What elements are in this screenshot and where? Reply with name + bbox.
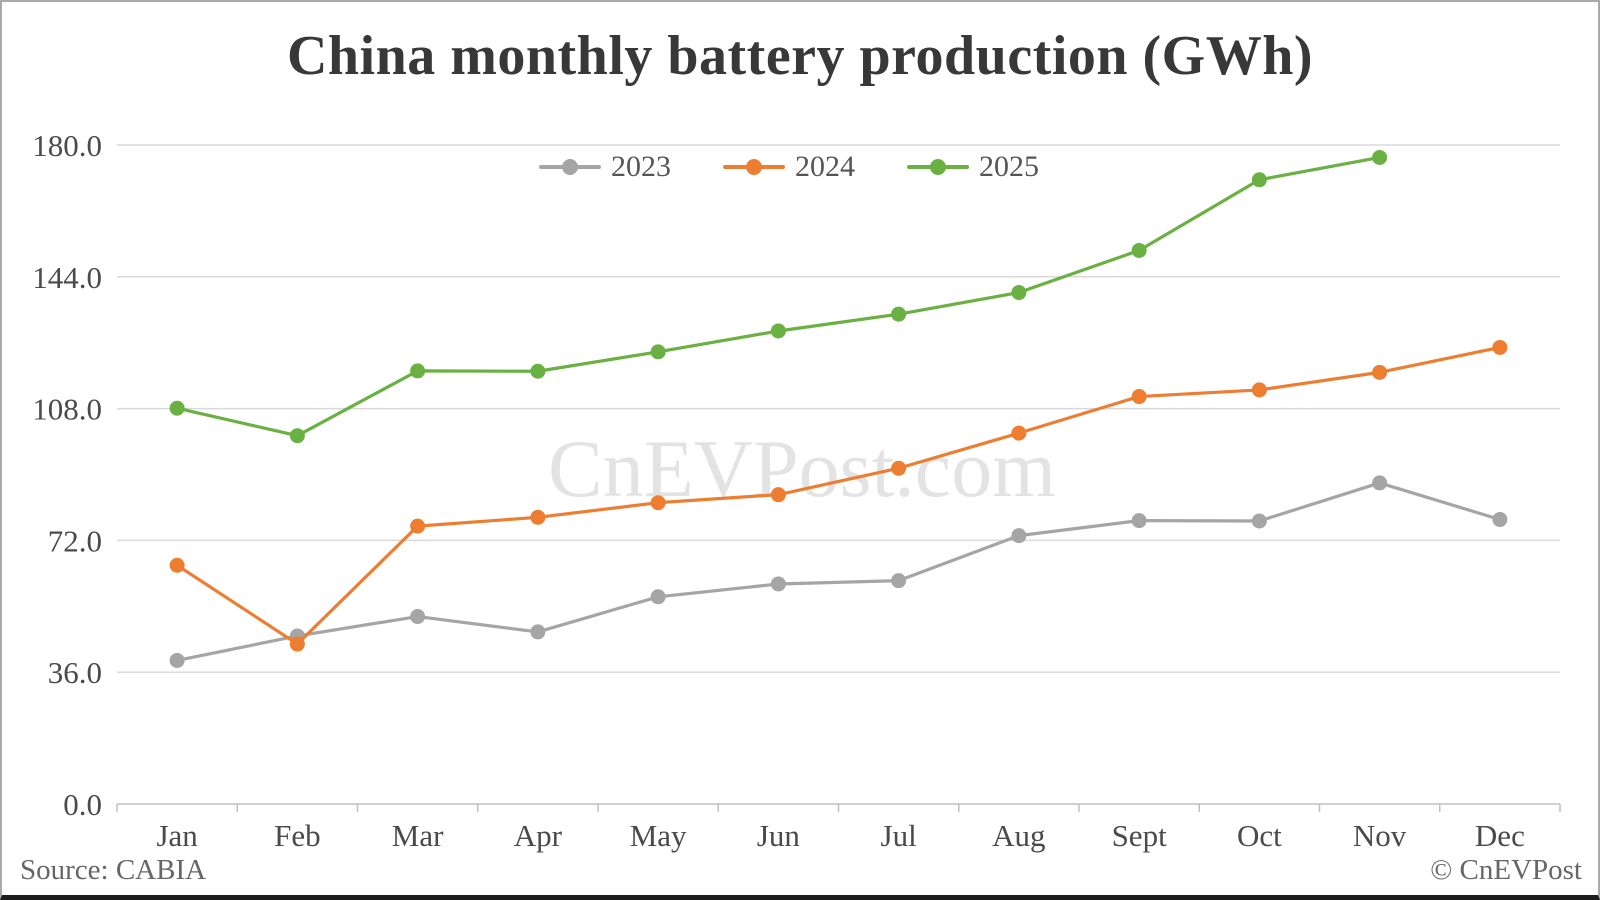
data-point [410,609,426,625]
x-axis-label: Sept [1112,818,1168,853]
series-2025 [169,149,1388,444]
x-axis-label: Oct [1237,818,1282,853]
data-point [650,344,666,360]
legend-label: 2024 [795,150,855,183]
data-point [770,487,786,503]
x-axis-label: Nov [1353,818,1407,853]
data-point [770,323,786,339]
legend-item-2024[interactable]: 2024 [723,152,855,182]
data-point [169,557,185,573]
data-point [650,495,666,511]
legend-dot-icon [746,159,762,175]
data-point [1131,389,1147,405]
data-point [169,400,185,416]
y-axis-label: 180.0 [32,128,102,163]
data-point [289,636,305,652]
data-point [891,460,907,476]
legend-line-icon [907,159,969,175]
data-point [169,652,185,668]
data-point [1131,242,1147,258]
data-point [1011,425,1027,441]
x-axis-label: May [630,818,687,853]
y-axis-label: 144.0 [32,260,102,295]
legend-dot-icon [930,159,946,175]
series-line-2024 [175,345,1502,646]
legend-dot-icon [562,159,578,175]
data-point [891,573,907,589]
data-point [530,624,546,640]
data-point [1011,285,1027,301]
data-point [1372,149,1388,165]
x-axis-label: Jul [881,818,917,853]
source-label: Source: CABIA [20,854,207,886]
data-point [530,363,546,379]
credit-label: © CnEVPost [1430,854,1582,886]
data-point [1492,512,1508,528]
series-layer [169,149,1508,668]
data-point [1251,172,1267,188]
data-point [650,589,666,605]
chart-legend: 2023 2024 2025 [539,152,1039,182]
legend-item-2023[interactable]: 2023 [539,152,671,182]
data-point [1011,528,1027,544]
legend-label: 2023 [611,150,671,183]
x-axis-label: Dec [1475,818,1525,853]
legend-label: 2025 [979,150,1039,183]
data-point [1251,513,1267,529]
data-point [410,518,426,534]
data-point [1131,513,1147,529]
legend-item-2025[interactable]: 2025 [907,152,1039,182]
data-point [530,509,546,525]
y-axis-label: 72.0 [48,523,102,558]
series-2023 [169,475,1508,668]
data-point [410,363,426,379]
data-point [1372,364,1388,380]
y-axis-label: 108.0 [32,392,102,427]
data-point [289,428,305,444]
x-axis-label: Jun [757,818,801,853]
watermark-text: CnEVPost.com [548,423,1056,514]
data-point [770,576,786,592]
x-axis-label: Aug [992,818,1045,853]
x-axis-label: Apr [514,818,563,853]
series-line-2023 [175,481,1502,663]
data-point [1372,475,1388,491]
page-title: China monthly battery production (GWh) [286,25,1314,87]
series-2024 [169,339,1508,652]
x-axis-label: Jan [156,818,198,853]
y-axis-label: 0.0 [63,787,102,822]
legend-line-icon [539,159,601,175]
grid-layer [116,144,1561,812]
data-point [1251,382,1267,398]
data-point [1492,339,1508,355]
data-point [891,306,907,322]
y-axis-label: 36.0 [48,655,102,690]
x-axis-label: Mar [392,818,444,853]
axis-labels-layer: 0.0 36.0 72.0 108.0 144.0 180.0 Jan Feb Mar Apr Ma… [32,128,1525,853]
x-axis-label: Feb [274,818,321,853]
legend-line-icon [723,159,785,175]
